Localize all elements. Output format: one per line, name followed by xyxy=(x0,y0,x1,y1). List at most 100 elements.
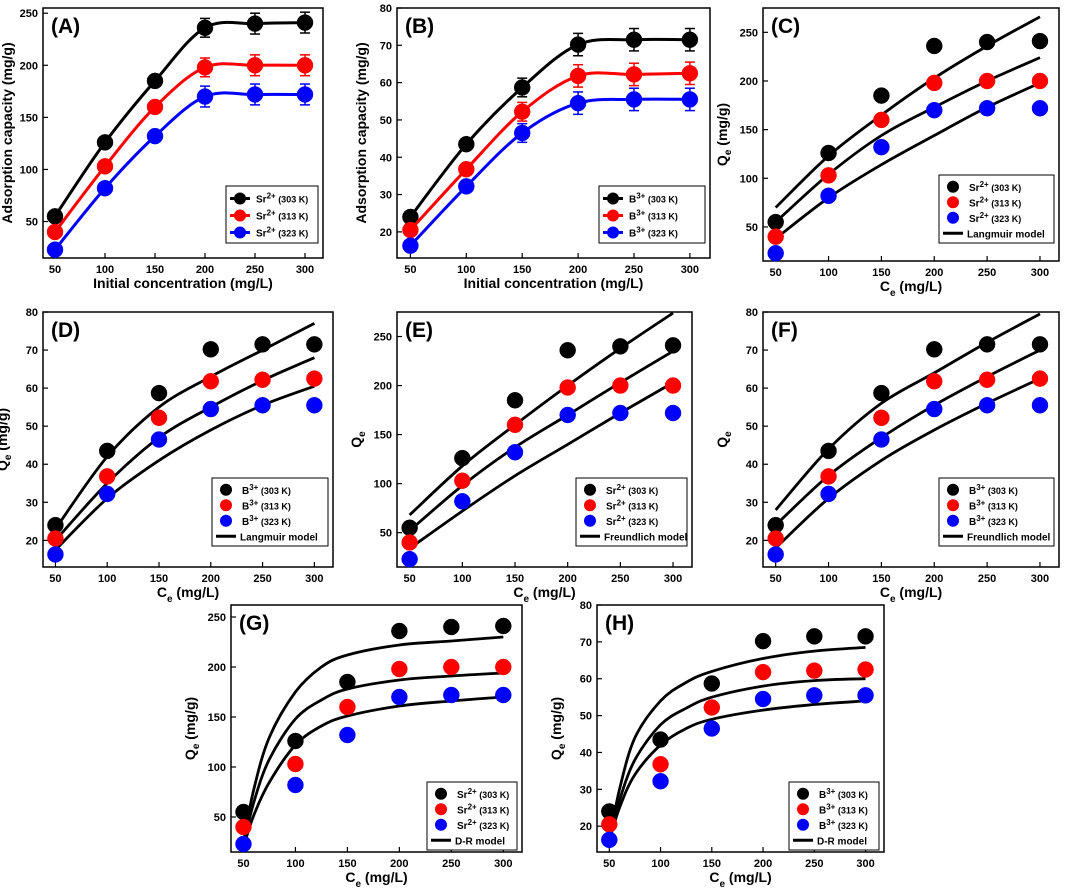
x-tick-label: 50 xyxy=(49,264,61,276)
y-tick-label: 30 xyxy=(380,190,392,202)
y-tick-label: 100 xyxy=(20,164,38,176)
legend-ion: B xyxy=(969,517,976,528)
data-point xyxy=(873,87,890,104)
model-curve xyxy=(607,646,866,842)
legend-temp: (313 K) xyxy=(645,212,678,222)
y-tick-label: 80 xyxy=(746,307,758,319)
y-tick-label: 50 xyxy=(380,115,392,127)
y-axis-title: Qe (mg/g) xyxy=(548,697,568,760)
y-tick-label: 250 xyxy=(740,27,758,39)
legend-marker xyxy=(797,787,809,800)
panel-label: (E) xyxy=(405,319,433,342)
legend-charge: 2+ xyxy=(980,195,989,204)
y-axis-title: Adsorption capacity (mg/g) xyxy=(353,42,369,223)
x-tick-label: 100 xyxy=(651,858,669,870)
data-point xyxy=(612,338,629,355)
legend-marker xyxy=(435,787,447,800)
data-point xyxy=(296,86,314,103)
legend-charge: 3+ xyxy=(976,498,985,507)
data-point xyxy=(652,756,669,773)
x-tick-label: 200 xyxy=(754,858,772,870)
legend-box xyxy=(426,781,518,851)
legend: B3+ (303 K)B3+ (313 K)B3+ (323 K)D-R mod… xyxy=(788,781,880,851)
legend-model-label: Langmuir model xyxy=(240,532,318,543)
legend-label: B3+ (313 K) xyxy=(629,209,678,223)
legend-temp: (303 K) xyxy=(477,790,510,800)
x-tick-label: 150 xyxy=(506,573,524,585)
data-point xyxy=(96,179,114,197)
legend-temp: (303 K) xyxy=(276,195,309,205)
legend-ion: B xyxy=(629,229,636,240)
legend: B3+ (303 K)B3+ (313 K)B3+ (323 K)Freundl… xyxy=(938,477,1055,547)
data-point xyxy=(254,336,271,353)
data-point xyxy=(458,135,475,153)
data-point xyxy=(857,661,874,678)
y-tick-label: 50 xyxy=(746,222,758,234)
panel-label: (G) xyxy=(239,612,269,635)
data-point xyxy=(1031,396,1049,414)
x-tick-label: 250 xyxy=(442,858,460,870)
data-point xyxy=(235,818,252,836)
panel-b: 50 100 150 200 250 300 20 30 40 50 60 70 80 Initial c… xyxy=(353,3,711,291)
data-point xyxy=(98,442,116,460)
legend-marker xyxy=(607,226,619,239)
data-point xyxy=(254,396,271,414)
data-point xyxy=(1031,336,1049,353)
legend-ion: B xyxy=(969,486,976,497)
x-tick-label: 300 xyxy=(681,264,699,276)
data-point xyxy=(196,88,214,105)
x-tick-label: 100 xyxy=(98,573,116,585)
y-tick-label: 250 xyxy=(20,8,38,20)
legend-model-label: Freundlich model xyxy=(967,532,1051,543)
legend-charge: 2+ xyxy=(980,180,989,189)
legend-marker xyxy=(220,483,232,496)
legend-marker xyxy=(947,514,959,527)
data-point xyxy=(820,485,837,503)
legend-marker xyxy=(584,514,596,527)
legend-charge: 2+ xyxy=(617,483,626,492)
data-point xyxy=(652,731,669,748)
data-point xyxy=(601,831,618,849)
x-tick-label: 300 xyxy=(305,573,323,585)
legend-marker xyxy=(435,803,447,816)
data-point xyxy=(339,726,356,744)
data-point xyxy=(495,686,512,704)
y-axis-title-sub: e xyxy=(3,454,14,460)
data-point xyxy=(926,400,943,418)
y-tick-label: 70 xyxy=(746,345,758,357)
x-axis-title-sub: e xyxy=(167,594,173,605)
data-point xyxy=(703,699,721,716)
y-tick-label: 250 xyxy=(374,332,392,344)
legend-temp: (313 K) xyxy=(626,501,659,511)
data-point xyxy=(806,687,823,704)
legend-temp: (313 K) xyxy=(258,501,291,511)
panel-h: 50 100 150 200 250 300 20 30 40 50 60 70 80 Ce (mg/L)… xyxy=(548,600,885,890)
x-axis-title-main: C xyxy=(709,869,719,885)
data-point xyxy=(612,377,629,394)
data-point xyxy=(495,617,512,635)
x-axis-title: Ce (mg/L) xyxy=(880,278,942,299)
legend-marker xyxy=(584,499,596,512)
data-point xyxy=(391,622,408,640)
x-tick-label: 250 xyxy=(978,573,996,585)
legend-label: Sr2+ (303 K) xyxy=(457,787,509,801)
y-axis-title-sub: e xyxy=(723,149,734,155)
y-tick-label: 20 xyxy=(26,535,38,547)
y-tick-label: 60 xyxy=(746,383,758,395)
legend-temp: (303 K) xyxy=(258,486,291,496)
data-point xyxy=(559,342,576,359)
y-tick-label: 40 xyxy=(580,747,592,759)
x-tick-label: 100 xyxy=(819,573,837,585)
x-tick-label: 50 xyxy=(770,573,782,585)
x-tick-label: 50 xyxy=(770,267,782,279)
x-tick-label: 300 xyxy=(1031,267,1049,279)
x-axis-title: Ce (mg/L) xyxy=(345,869,407,890)
legend-label: Sr2+ (323 K) xyxy=(256,226,308,240)
legend-marker xyxy=(947,211,959,224)
legend-ion: B xyxy=(629,195,636,206)
legend-label: B3+ (313 K) xyxy=(969,498,1018,512)
legend-marker xyxy=(947,483,959,496)
legend-marker xyxy=(947,196,959,209)
legend-charge: 2+ xyxy=(468,802,477,811)
x-tick-label: 100 xyxy=(453,573,471,585)
